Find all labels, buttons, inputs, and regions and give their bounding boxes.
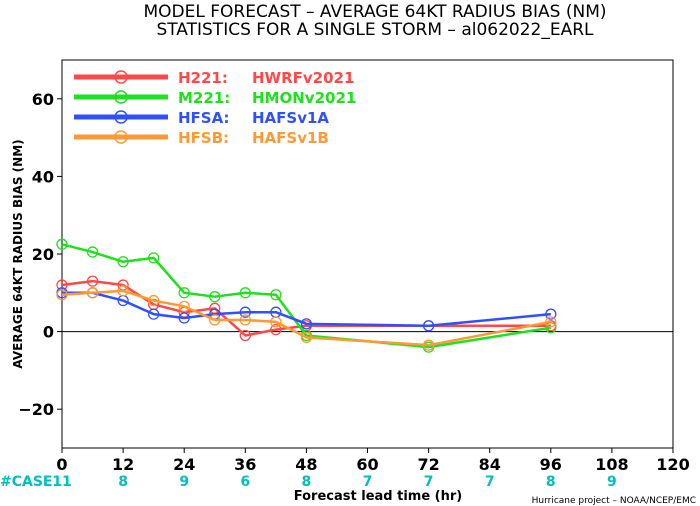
- x-tick-label: 60: [356, 455, 378, 474]
- legend-marker: [114, 90, 128, 104]
- legend-label: HAFSv1A: [252, 109, 329, 127]
- legend-item: H221: HWRFv2021: [74, 69, 354, 87]
- data-point: [239, 314, 251, 326]
- case-counts: 11 8 9 6 8 7 7 7 8 9: [52, 474, 617, 490]
- y-tick-label: 20: [32, 245, 54, 264]
- legend: H221: HWRFv2021 M221: HMONv2021 HFSA: HAFSv1A…: [74, 69, 356, 147]
- data-point: [545, 308, 557, 320]
- data-point: [300, 331, 313, 344]
- y-tick-label: 60: [32, 90, 54, 109]
- legend-code: HFSB:: [178, 129, 229, 147]
- case-label: #CASE: [0, 474, 53, 490]
- data-point: [147, 252, 160, 264]
- x-tick-label: 48: [295, 455, 317, 474]
- data-point: [239, 329, 251, 342]
- data-point: [178, 312, 190, 324]
- legend-code: M221:: [178, 89, 230, 107]
- data-point: [178, 300, 190, 313]
- case-count: 8: [302, 474, 312, 490]
- data-point: [147, 308, 160, 320]
- case-count: 7: [424, 474, 434, 490]
- data-point: [239, 306, 251, 318]
- data-point: [56, 289, 68, 301]
- series-line: [61, 279, 551, 337]
- x-tick-label: 120: [656, 455, 689, 474]
- legend-label: HWRFv2021: [252, 69, 354, 87]
- data-point: [117, 256, 129, 268]
- legend-marker: [114, 70, 128, 84]
- y-axis-label: AVERAGE 64KT RADIUS BIAS (NM): [11, 139, 25, 368]
- chart-title-line1: MODEL FORECAST – AVERAGE 64KT RADIUS BIA…: [143, 2, 606, 22]
- data-point: [86, 275, 99, 287]
- data-point: [270, 289, 282, 301]
- legend-item: HFSB: HAFSv1B: [74, 129, 329, 147]
- x-tick-label: 108: [595, 455, 628, 474]
- data-point: [86, 246, 99, 258]
- case-count: 6: [240, 474, 250, 490]
- case-count: 8: [118, 474, 128, 490]
- case-count: 9: [179, 474, 189, 490]
- x-tick-label: 0: [56, 455, 67, 474]
- data-point: [422, 320, 435, 332]
- x-tick-label: 96: [540, 455, 562, 474]
- legend-item: M221: HMONv2021: [74, 89, 356, 107]
- case-count: 7: [485, 474, 495, 490]
- series-line: [62, 291, 551, 328]
- data-point: [209, 291, 221, 303]
- y-tick-label: 0: [43, 323, 54, 342]
- data-point: [117, 285, 129, 297]
- credit-text: Hurricane project – NOAA/NCEP/EMC: [532, 496, 696, 506]
- y-tick-label: −20: [18, 400, 54, 419]
- y-tick-label: 40: [32, 167, 54, 186]
- data-point: [270, 316, 282, 328]
- data-point: [178, 287, 190, 299]
- data-point: [545, 316, 557, 328]
- case-count: 7: [363, 474, 373, 490]
- x-tick-label: 72: [417, 455, 439, 474]
- case-count: 9: [607, 474, 617, 490]
- x-axis-ticks: 0 12 24 36 48 60 72 84 96 108 120: [56, 448, 690, 474]
- x-axis-label: Forecast lead time (hr): [294, 489, 462, 504]
- chart-title-line2: STATISTICS FOR A SINGLE STORM – al062022…: [156, 20, 594, 40]
- data-point: [422, 339, 435, 351]
- data-point: [56, 238, 68, 250]
- y-axis-ticks: −20 0 20 40 60: [18, 90, 62, 419]
- data-point: [270, 324, 282, 336]
- series-line: [61, 289, 552, 347]
- data-point: [300, 318, 313, 330]
- x-tick-label: 24: [173, 455, 195, 474]
- legend-label: HAFSv1B: [252, 129, 329, 147]
- x-tick-label: 36: [234, 455, 256, 474]
- legend-code: HFSA:: [178, 109, 230, 127]
- case-count: 8: [546, 474, 556, 490]
- x-tick-label: 84: [479, 455, 501, 474]
- legend-item: HFSA: HAFSv1A: [74, 109, 329, 127]
- legend-marker: [114, 130, 128, 144]
- series-group: [56, 238, 557, 353]
- legend-code: H221:: [178, 69, 228, 87]
- legend-label: HMONv2021: [252, 89, 356, 107]
- data-point: [86, 287, 99, 299]
- x-tick-label: 12: [112, 455, 134, 474]
- legend-marker: [114, 110, 128, 124]
- series-hafsv1b: [56, 285, 557, 351]
- data-point: [209, 314, 221, 326]
- data-point: [239, 287, 251, 299]
- data-point: [147, 294, 160, 307]
- case-count: 11: [52, 474, 71, 490]
